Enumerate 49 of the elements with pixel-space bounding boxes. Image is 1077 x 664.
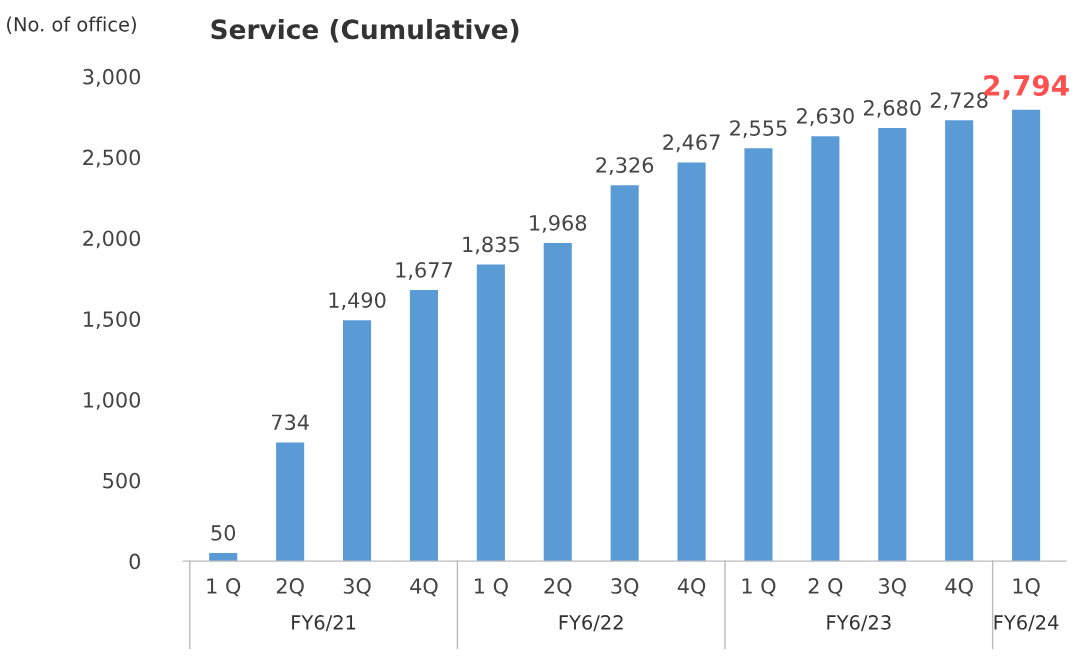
data-label: 1,835: [463, 236, 519, 255]
bar: [744, 148, 773, 562]
bar: [276, 442, 305, 562]
x-tick-label: 2Q: [276, 578, 304, 597]
bar: [811, 136, 840, 562]
y-tick-label: 2,500: [83, 149, 141, 168]
x-tick-label: 2 Q: [808, 578, 843, 597]
data-label: 1,968: [530, 214, 587, 233]
text: FY6/21: [292, 615, 356, 632]
chart-title: Service (Cumulative): [211, 18, 519, 43]
x-tick-label: 4Q: [945, 578, 973, 597]
x-tick-label: 3Q: [343, 578, 371, 597]
bar: [610, 185, 639, 562]
y-tick-label: 1,000: [84, 391, 141, 410]
bar: [342, 320, 372, 562]
x-tick-label: 1 Q: [207, 578, 241, 597]
bar: [677, 162, 706, 562]
x-tick-label: 2Q: [544, 578, 572, 597]
data-label: 2,680: [863, 99, 921, 118]
data-label: 1,490: [329, 292, 386, 311]
text: FY6/22: [559, 615, 623, 632]
data-label: 2,555: [730, 120, 787, 139]
text: FY6/24: [994, 615, 1059, 632]
data-label: 2,467: [663, 134, 720, 153]
x-tick-label: 1Q: [1013, 578, 1040, 597]
data-label: 2,326: [596, 157, 654, 176]
x-tick-label: 1 Q: [742, 578, 776, 597]
data-label: 734: [271, 414, 309, 431]
text: FY6/23: [827, 615, 891, 632]
bar: [409, 290, 438, 562]
y-tick-label: 1,500: [84, 311, 141, 330]
y-tick-label: 2,000: [83, 230, 141, 249]
x-tick-label: 1 Q: [475, 578, 508, 597]
x-tick-label: 3Q: [611, 578, 639, 597]
y-axis-title: (No. of office): [7, 16, 136, 34]
bar: [476, 264, 505, 562]
x-tick-label: 3Q: [879, 578, 906, 597]
data-label: 50: [211, 524, 236, 541]
x-tick-label: 4Q: [410, 578, 438, 597]
y-tick-label: 500: [103, 472, 141, 489]
data-label: 2,630: [797, 108, 854, 126]
bar: [945, 120, 974, 562]
bar: [1012, 109, 1041, 562]
y-tick-label: 3,000: [83, 68, 141, 87]
data-label: 1,677: [396, 261, 452, 280]
bar: [878, 128, 907, 562]
bar: [543, 243, 572, 562]
y-tick-label: 0: [129, 553, 141, 570]
x-tick-label: 4Q: [677, 578, 706, 597]
